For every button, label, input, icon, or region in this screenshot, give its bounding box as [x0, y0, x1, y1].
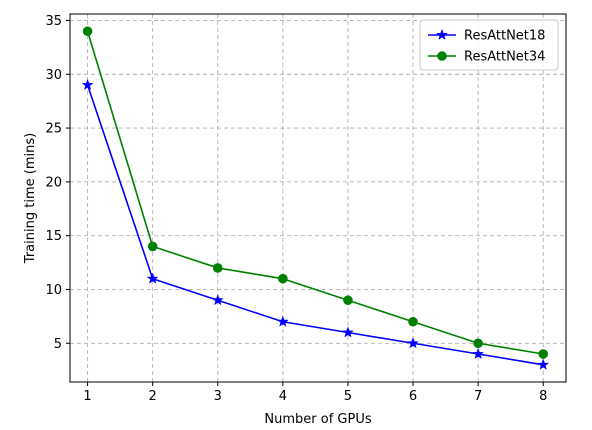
- data-point: [146, 272, 159, 284]
- x-tick-label: 4: [279, 389, 287, 404]
- data-point: [212, 263, 223, 273]
- y-tick-label: 15: [45, 229, 62, 244]
- legend-item: ResAttNet34: [428, 50, 545, 65]
- legend-marker: [437, 51, 447, 61]
- data-point: [343, 295, 353, 306]
- data-point: [82, 26, 93, 37]
- series-line: [86, 30, 544, 355]
- data-point: [278, 273, 288, 284]
- x-tick-label: 6: [409, 389, 417, 404]
- series-resattnet18: [81, 78, 549, 370]
- data-point: [407, 337, 419, 349]
- data-point: [472, 347, 484, 359]
- data-point: [277, 315, 289, 327]
- y-axis-label: Training time (mins): [23, 133, 38, 264]
- data-point: [342, 326, 354, 338]
- legend-box: [419, 19, 559, 71]
- axis-ticks: 1 2 3 4 5 6 7 8 5 10 15 20 25 30 35: [45, 14, 547, 404]
- legend-marker: [436, 28, 448, 40]
- x-tick-label: 5: [344, 389, 352, 404]
- data-point: [408, 316, 418, 327]
- x-tick-label: 2: [149, 389, 157, 404]
- data-point: [81, 78, 94, 90]
- y-tick-label: 25: [45, 122, 62, 137]
- legend-label: ResAttNet18: [464, 29, 545, 44]
- legend: ResAttNet18 ResAttNet34: [419, 19, 559, 71]
- x-tick-label: 7: [474, 389, 482, 404]
- plot-frame: [69, 13, 567, 383]
- data-point: [147, 241, 158, 252]
- y-tick-label: 10: [45, 283, 62, 298]
- x-tick-label: 3: [214, 389, 222, 404]
- data-point: [473, 338, 483, 349]
- legend-label: ResAttNet34: [464, 50, 545, 65]
- y-tick-label: 35: [45, 14, 62, 29]
- x-tick-label: 8: [539, 389, 547, 404]
- series: [81, 26, 549, 370]
- y-tick-label: 5: [54, 337, 62, 352]
- data-point: [211, 294, 224, 306]
- y-tick-label: 30: [45, 68, 62, 83]
- x-tick-label: 1: [83, 389, 91, 404]
- series-resattnet34: [82, 26, 549, 359]
- data-point: [538, 349, 549, 359]
- x-axis-label: Number of GPUs: [264, 412, 371, 427]
- y-tick-label: 20: [45, 175, 62, 190]
- series-line: [86, 84, 544, 366]
- legend-item: ResAttNet18: [428, 29, 545, 44]
- data-point: [537, 358, 549, 370]
